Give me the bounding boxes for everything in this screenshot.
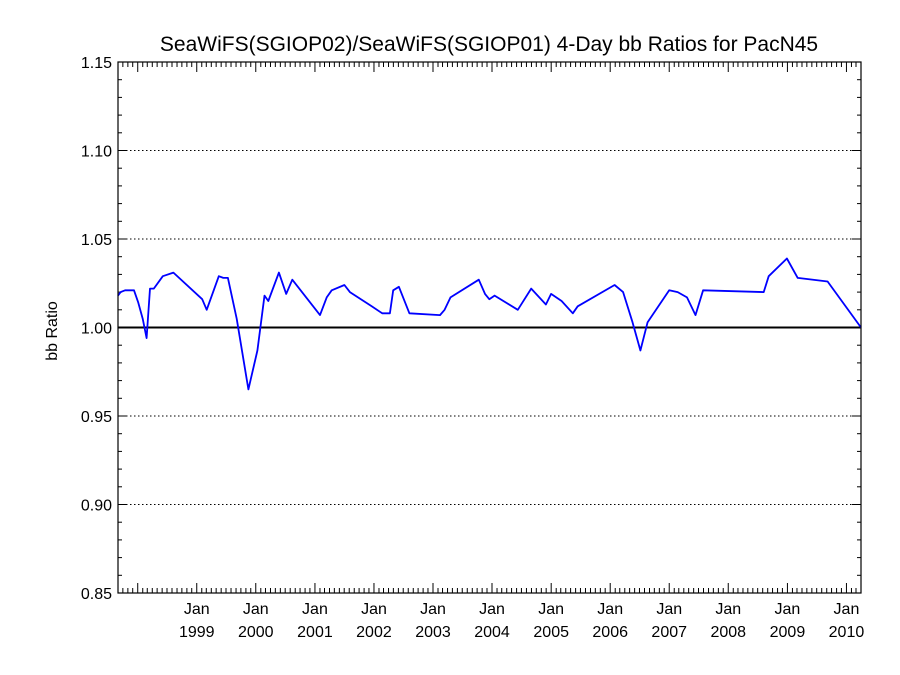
plot-frame [117, 61, 862, 594]
y-tick-label: 1.00 [81, 321, 112, 338]
data-series [117, 257, 862, 391]
y-tick-label: 1.10 [81, 144, 112, 161]
axis-ticks [117, 61, 862, 594]
x-tick-label-year: 2008 [710, 624, 746, 641]
x-tick-label-year: 2005 [533, 624, 569, 641]
x-tick-label-year: 2010 [829, 624, 865, 641]
x-tick-label-month: Jan [184, 601, 210, 618]
x-tick-label-month: Jan [420, 601, 446, 618]
y-tick-label: 0.95 [81, 409, 112, 426]
x-tick-label-month: Jan [479, 601, 505, 618]
x-tick-label-year: 2006 [592, 624, 628, 641]
x-tick-label-month: Jan [302, 601, 328, 618]
y-axis-label: bb Ratio [44, 301, 61, 361]
x-tick-label-month: Jan [361, 601, 387, 618]
y-tick-label: 1.15 [81, 55, 112, 72]
x-tick-label-year: 1999 [179, 624, 215, 641]
x-tick-label-month: Jan [775, 601, 801, 618]
x-tick-label-year: 2003 [415, 624, 451, 641]
x-tick-label-month: Jan [715, 601, 741, 618]
x-tick-label-month: Jan [243, 601, 269, 618]
x-tick-label-year: 2000 [238, 624, 274, 641]
x-tick-label-month: Jan [834, 601, 860, 618]
chart-title: SeaWiFS(SGIOP02)/SeaWiFS(SGIOP01) 4-Day … [160, 33, 818, 56]
y-tick-label: 0.90 [81, 498, 112, 515]
x-tick-labels: Jan 1999 Jan 2000 Jan 2001 Jan 2002 Jan 2003 Jan 20… [179, 601, 864, 641]
x-tick-label-month: Jan [656, 601, 682, 618]
x-tick-label-year: 2007 [651, 624, 687, 641]
y-tick-label: 1.05 [81, 232, 112, 249]
y-tick-labels: 0.85 0.90 0.95 1.00 1.05 1.10 1.15 [81, 55, 112, 603]
x-tick-label-month: Jan [538, 601, 564, 618]
x-tick-label-year: 2001 [297, 624, 333, 641]
x-tick-label-month: Jan [597, 601, 623, 618]
series-line [117, 257, 862, 391]
y-tick-label: 0.85 [81, 586, 112, 603]
x-tick-label-year: 2009 [770, 624, 806, 641]
x-tick-label-year: 2002 [356, 624, 392, 641]
x-tick-label-year: 2004 [474, 624, 510, 641]
